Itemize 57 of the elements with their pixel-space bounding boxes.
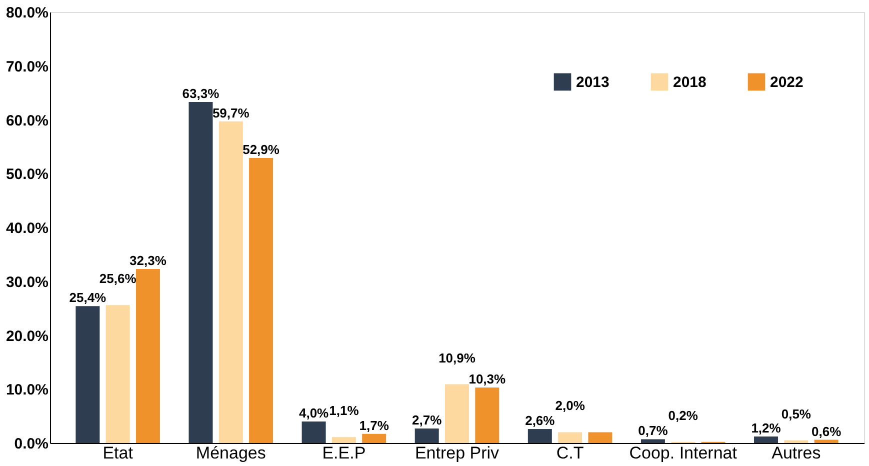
legend-label: 2018 xyxy=(673,74,706,91)
data-label: 4,0% xyxy=(298,405,330,420)
data-label: 0,7% xyxy=(638,423,668,438)
bar xyxy=(332,437,356,443)
bar xyxy=(414,428,439,443)
data-label: 32,3% xyxy=(130,252,167,268)
data-label: 10,3% xyxy=(468,372,506,387)
x-tick-label: Coop. Internat xyxy=(629,444,738,462)
data-label: 25,6% xyxy=(99,271,137,286)
y-tick-label: 20.0% xyxy=(6,328,48,345)
data-label: 2,0% xyxy=(555,398,586,414)
data-label: 10,9% xyxy=(438,350,476,366)
legend-label: 2013 xyxy=(576,74,610,91)
data-label: 52,9% xyxy=(242,142,280,157)
data-label: 0,2% xyxy=(668,408,698,423)
bar xyxy=(814,440,838,443)
legend-label: 2022 xyxy=(770,74,804,91)
bar xyxy=(218,121,243,443)
bar xyxy=(106,305,130,443)
bar xyxy=(76,306,100,443)
y-tick-label: 60.0% xyxy=(6,112,48,130)
bar xyxy=(362,434,386,443)
y-tick-label: 0.0% xyxy=(14,436,48,452)
y-tick-label: 40.0% xyxy=(6,220,48,237)
bar xyxy=(136,268,160,443)
data-label: 63,3% xyxy=(182,86,220,101)
bar xyxy=(640,439,665,443)
x-tick-label: C.T xyxy=(556,444,584,462)
x-tick-label: Etat xyxy=(102,444,134,462)
y-tick-label: 10.0% xyxy=(6,382,48,399)
bar xyxy=(558,432,582,443)
data-label: 1,2% xyxy=(751,420,782,436)
bar xyxy=(249,158,274,443)
y-tick-label: 50.0% xyxy=(6,166,48,184)
data-label: 0,5% xyxy=(781,406,812,422)
data-label: 1,1% xyxy=(329,403,360,418)
x-tick-label: E.E.P xyxy=(322,444,366,462)
y-tick-label: 30.0% xyxy=(6,274,48,291)
data-label: 1,7% xyxy=(359,418,390,433)
data-label: 25,4% xyxy=(69,290,107,306)
bar xyxy=(302,421,326,443)
bar xyxy=(475,388,500,443)
x-tick-label: Ménages xyxy=(196,444,266,462)
y-tick-label: 80.0% xyxy=(6,4,48,22)
bar xyxy=(445,384,469,443)
bar xyxy=(588,432,612,443)
bar xyxy=(188,102,213,443)
x-tick-label: Entrep Priv xyxy=(414,444,500,462)
bar xyxy=(528,428,552,443)
bar xyxy=(754,436,778,443)
data-label: 59,7% xyxy=(212,105,250,120)
data-label: 2,7% xyxy=(412,412,442,428)
data-label: 2,6% xyxy=(525,412,556,428)
data-label: 0,6% xyxy=(811,424,842,439)
bar xyxy=(784,440,808,443)
y-tick-label: 70.0% xyxy=(6,58,48,76)
x-tick-label: Autres xyxy=(772,444,821,462)
